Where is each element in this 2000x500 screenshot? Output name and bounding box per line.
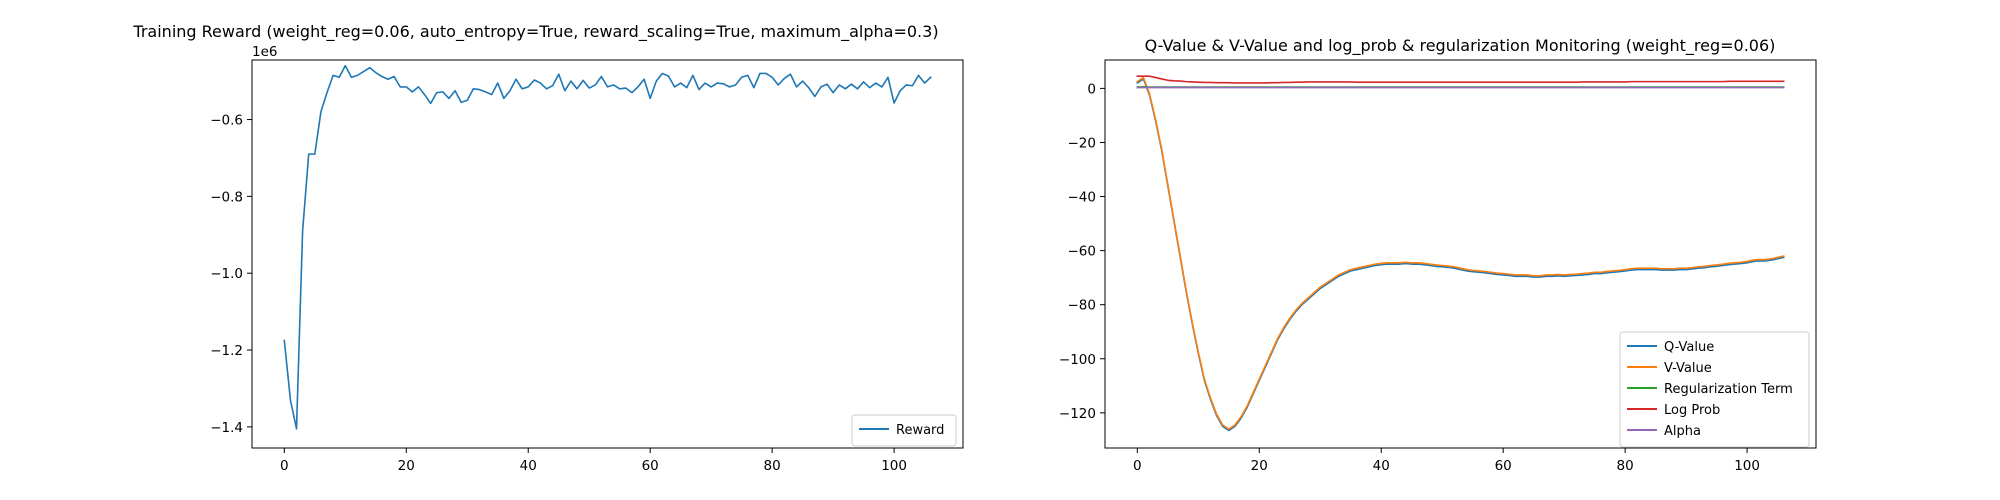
reward-x-tick-label: 20 [398,458,415,474]
monitoring-x-tick-label: 0 [1133,458,1142,474]
monitoring-series-line-v-value [1136,76,1785,430]
monitoring-y-tick-label: −120 [1059,406,1096,422]
monitoring-legend-label: Q-Value [1664,340,1714,355]
reward-x-tick-label: 100 [881,458,907,474]
reward-legend-label: Reward [896,423,944,438]
monitoring-series-line-log-prob [1136,75,1785,84]
reward-x-tick-label: 40 [520,458,537,474]
monitoring-chart-title: Q-Value & V-Value and log_prob & regular… [1145,36,1776,56]
reward-x-tick-label: 0 [280,458,289,474]
monitoring-legend-label: Alpha [1664,424,1701,439]
reward-x-tick-label: 80 [764,458,781,474]
monitoring-x-tick-label: 100 [1734,458,1760,474]
reward-legend-box [851,414,957,447]
monitoring-y-tick-label: −80 [1068,298,1097,314]
reward-series-line-reward [283,64,932,430]
monitoring-x-tick-label: 20 [1251,458,1268,474]
monitoring-legend: Q-Value V-Value Regularization Term Log Pro… [1619,331,1810,448]
monitoring-y-tick-label: 0 [1087,81,1096,97]
reward-plot-area: 0 20 40 60 80 100 −1.4 −1.2 −1.0 −0.8 −0.6 Reward [210,59,964,474]
reward-x-tick-label: 60 [642,458,659,474]
monitoring-x-tick-label: 80 [1617,458,1634,474]
monitoring-legend-label: V-Value [1664,361,1712,376]
reward-axes-frame [251,59,964,449]
reward-y-tick-label: −1.4 [210,420,243,436]
monitoring-y-tick-label: −60 [1068,244,1097,260]
reward-y-tick-label: −1.0 [210,266,243,282]
reward-legend: Reward [851,414,957,447]
monitoring-x-tick-label: 60 [1495,458,1512,474]
monitoring-legend-label: Log Prob [1664,403,1720,418]
monitoring-y-tick-label: −40 [1068,190,1097,206]
monitoring-legend-label: Regularization Term [1664,382,1793,397]
monitoring-axes-frame [1104,59,1817,449]
reward-chart: Training Reward (weight_reg=0.06, auto_e… [132,22,964,474]
monitoring-legend-box [1619,331,1810,448]
reward-y-tick-label: −1.2 [210,343,243,359]
reward-chart-title: Training Reward (weight_reg=0.06, auto_e… [132,22,938,42]
monitoring-y-tick-label: −20 [1068,135,1097,151]
monitoring-x-tick-label: 40 [1373,458,1390,474]
monitoring-plot-area: 0 20 40 60 80 100 −120 −100 −80 −60 −40 −20 0 Q-Value… [1059,59,1817,474]
monitoring-y-tick-label: −100 [1059,352,1096,368]
monitoring-chart: Q-Value & V-Value and log_prob & regular… [1059,36,1817,474]
reward-y-offset-label: 1e6 [252,44,277,60]
reward-y-tick-label: −0.8 [210,189,243,205]
reward-y-tick-label: −0.6 [210,113,243,129]
